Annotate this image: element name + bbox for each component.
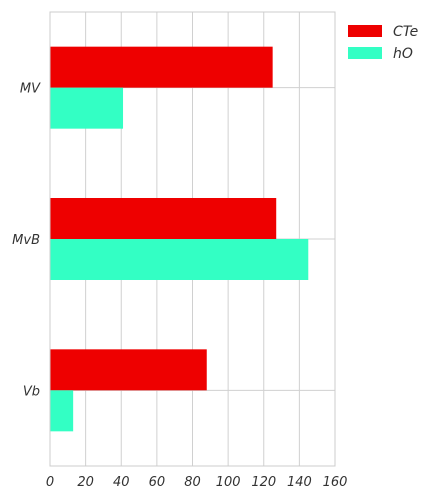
x-tick-label: 60	[149, 475, 166, 490]
y-tick-label: MvB	[12, 233, 40, 248]
legend[interactable]: CTe hO	[348, 24, 418, 62]
bar-hO-MV[interactable]	[50, 87, 124, 129]
legend-label-hO: hO	[393, 46, 413, 62]
x-tick-label: 80	[184, 475, 201, 490]
bars	[50, 46, 309, 432]
y-tick-label: Vb	[23, 384, 40, 399]
x-tick-label: 100	[216, 475, 241, 490]
y-axis-ticks: MV MvB Vb	[12, 82, 41, 400]
plot-frame	[49, 11, 336, 467]
legend-label-CTe: CTe	[393, 24, 418, 40]
bar-CTe-MvB[interactable]	[50, 198, 277, 239]
x-tick-label: 160	[323, 475, 348, 490]
bar-hO-MvB[interactable]	[50, 239, 309, 280]
x-tick-label: 20	[77, 475, 94, 490]
x-axis-ticks: 0 20 40 60 80 100 120 140 160	[46, 475, 348, 490]
x-tick-label: 120	[251, 475, 276, 490]
legend-swatch-CTe	[348, 25, 382, 37]
x-tick-label: 0	[46, 475, 54, 490]
bar-CTe-Vb[interactable]	[50, 349, 207, 391]
bar-hO-Vb[interactable]	[50, 390, 74, 432]
y-tick-label: MV	[20, 82, 41, 97]
x-tick-label: 140	[287, 475, 312, 490]
bar-CTe-MV[interactable]	[50, 46, 273, 88]
x-tick-label: 40	[113, 475, 130, 490]
legend-swatch-hO	[348, 47, 382, 59]
